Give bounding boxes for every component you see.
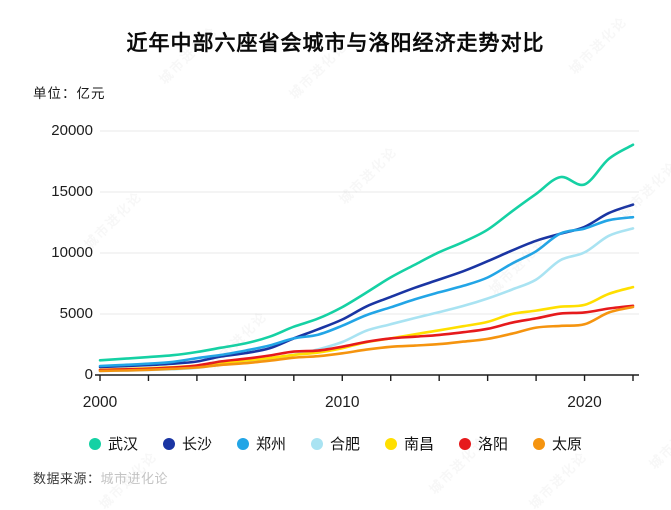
x-tick-label-2020: 2020: [567, 394, 602, 411]
legend-label-wuhan: 武汉: [107, 436, 138, 453]
series-line-nanchang: [98, 285, 635, 372]
legend-label-changsha: 长沙: [181, 436, 212, 453]
x-tick-label-2010: 2010: [325, 394, 360, 411]
legend-swatch-nanchang: [385, 437, 397, 450]
legend-item-nanchang: 南昌: [385, 433, 434, 454]
legend-item-wuhan: 武汉: [88, 433, 138, 454]
legend-swatch-hefei: [310, 437, 323, 450]
legend-item-changsha: 长沙: [162, 433, 212, 454]
y-tick-label-20000: 20000: [51, 122, 93, 139]
series-line-wuhan: [98, 143, 635, 362]
chart-title: 近年中部六座省会城市与洛阳经济走势对比: [126, 32, 545, 55]
series-line-taiyuan: [98, 305, 635, 373]
legend-swatch-wuhan: [88, 437, 101, 450]
legend-label-taiyuan: 太原: [552, 436, 583, 453]
unit-label: 单位：亿元: [33, 86, 106, 101]
data-source-name: 城市进化论: [100, 471, 169, 486]
legend-label-luoyang: 洛阳: [478, 436, 509, 453]
legend-item-hefei: 合肥: [310, 433, 360, 454]
series-line-luoyang: [98, 304, 635, 372]
series-line-zhengzhou: [98, 215, 635, 368]
legend-swatch-luoyang: [459, 437, 472, 450]
x-tick-label-2000: 2000: [82, 394, 118, 411]
legend-item-luoyang: 洛阳: [459, 433, 508, 454]
legend-swatch-taiyuan: [533, 437, 546, 450]
data-source-prefix: 数据来源：: [33, 471, 101, 486]
legend-swatch-changsha: [162, 437, 175, 450]
legend-item-taiyuan: 太原: [533, 433, 582, 454]
legend-label-zhengzhou: 郑州: [255, 436, 286, 453]
y-tick-label-5000: 5000: [59, 305, 93, 322]
legend-swatch-zhengzhou: [236, 437, 249, 450]
y-tick-label-10000: 10000: [51, 244, 93, 261]
legend-item-zhengzhou: 郑州: [236, 433, 286, 454]
legend-label-hefei: 合肥: [329, 436, 360, 453]
chart-legend: 武汉 长沙 郑州 合肥 南昌 洛阳 太原: [0, 433, 671, 454]
y-tick-label-15000: 15000: [51, 183, 93, 200]
data-source: 数据来源：城市进化论: [33, 468, 168, 487]
y-tick-label-0: 0: [84, 366, 93, 383]
legend-label-nanchang: 南昌: [404, 436, 435, 453]
series-line-changsha: [98, 203, 635, 369]
